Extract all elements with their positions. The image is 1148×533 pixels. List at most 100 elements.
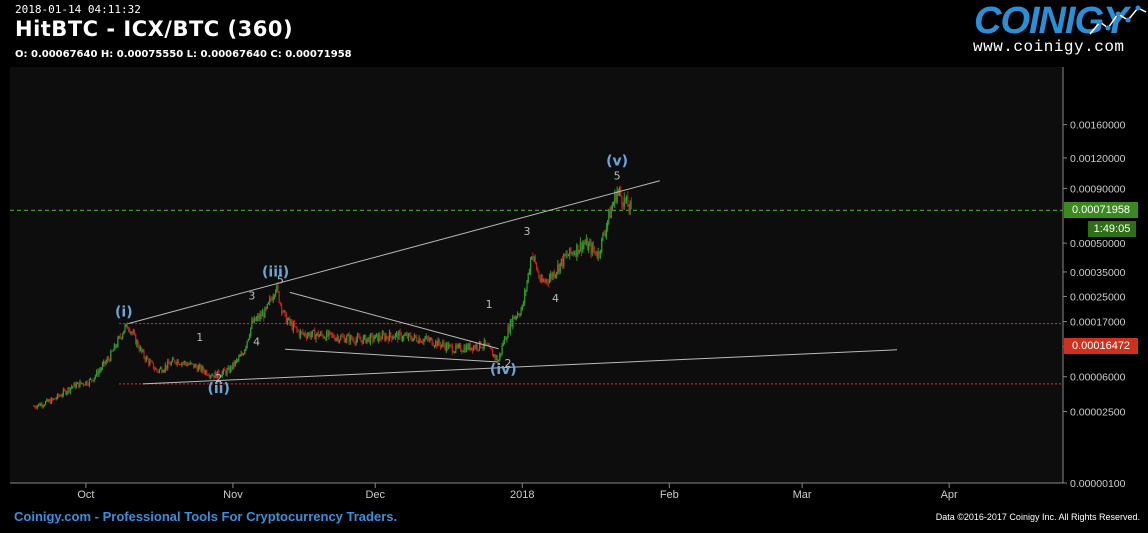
candle	[616, 191, 618, 203]
candle	[379, 334, 381, 339]
candle	[416, 337, 418, 342]
candle	[394, 333, 396, 338]
candle	[558, 264, 560, 272]
candle	[254, 317, 257, 321]
candle	[602, 233, 604, 238]
candle	[529, 259, 532, 272]
candle	[260, 313, 262, 317]
y-tick-label: 0.00050000	[1070, 238, 1126, 250]
candle	[156, 368, 158, 372]
footer-tagline[interactable]: Coinigy.com - Professional Tools For Cry…	[14, 509, 398, 524]
wave-label: (ii)	[207, 381, 229, 397]
candle	[584, 243, 586, 245]
candle	[73, 383, 75, 387]
trendline[interactable]	[289, 291, 499, 350]
x-tick-label: Oct	[77, 489, 94, 501]
candle	[362, 337, 364, 344]
candle	[173, 358, 175, 361]
candle	[554, 274, 557, 278]
trendline[interactable]	[128, 180, 660, 324]
candle	[232, 362, 234, 369]
candle	[277, 285, 279, 292]
candle	[202, 366, 204, 371]
candle	[509, 320, 512, 333]
candle	[443, 342, 445, 346]
logo-url: www.coinigy.com	[973, 38, 1125, 56]
candle	[427, 338, 430, 341]
candle	[507, 327, 509, 338]
candle	[279, 302, 281, 304]
candle	[455, 345, 457, 352]
candle	[44, 401, 47, 405]
candle	[182, 362, 184, 364]
candle	[386, 336, 388, 338]
candle	[135, 334, 137, 345]
candle	[47, 399, 49, 402]
candle	[56, 394, 59, 399]
candle	[409, 333, 411, 336]
candle	[320, 332, 322, 336]
candle	[316, 332, 318, 336]
candle	[243, 353, 245, 355]
candle	[233, 362, 235, 366]
candle	[522, 302, 525, 306]
candle	[480, 341, 482, 348]
candle	[375, 333, 378, 335]
candle	[52, 398, 54, 400]
candle	[228, 367, 230, 373]
candle	[387, 337, 389, 341]
candle	[308, 332, 310, 335]
candle	[184, 361, 187, 364]
wave-label: (i)	[115, 304, 133, 320]
candle	[406, 334, 408, 339]
candle	[596, 255, 598, 258]
candle	[344, 340, 347, 343]
candle	[512, 316, 514, 327]
candle	[37, 403, 40, 406]
candle	[252, 320, 254, 323]
candle	[95, 370, 98, 376]
coinigy-logo[interactable]: COINIGY www.coinigy.com	[970, 0, 1148, 60]
candle	[352, 339, 354, 340]
candle	[63, 389, 66, 391]
candle	[380, 338, 382, 340]
candle	[104, 361, 106, 364]
candle	[404, 335, 406, 337]
candle	[356, 335, 359, 340]
candle	[46, 399, 48, 402]
candle	[221, 372, 223, 377]
candle	[117, 337, 119, 347]
trendline[interactable]	[142, 349, 898, 385]
candle	[139, 347, 142, 351]
candle	[155, 368, 157, 370]
candle	[423, 339, 425, 342]
candle	[471, 347, 474, 351]
candle	[518, 314, 520, 315]
candle	[326, 331, 328, 341]
trendline[interactable]	[285, 348, 499, 363]
candle	[157, 371, 159, 373]
candle	[591, 244, 593, 254]
candle	[573, 253, 576, 255]
candle	[98, 370, 100, 376]
candle	[100, 368, 102, 370]
candle	[43, 404, 45, 406]
candle	[477, 349, 479, 350]
plot-area[interactable]	[10, 67, 1063, 483]
candle	[327, 331, 329, 337]
candle	[495, 355, 497, 359]
candle	[175, 362, 177, 364]
candle	[579, 242, 581, 251]
candle	[514, 316, 516, 319]
candle	[248, 335, 251, 339]
candle	[270, 298, 272, 300]
candle	[490, 348, 493, 351]
candle	[280, 303, 283, 312]
candle	[146, 356, 149, 360]
candle	[109, 359, 111, 362]
candle	[543, 280, 545, 282]
candle	[49, 399, 51, 404]
candle	[359, 336, 361, 340]
candle	[582, 244, 584, 252]
